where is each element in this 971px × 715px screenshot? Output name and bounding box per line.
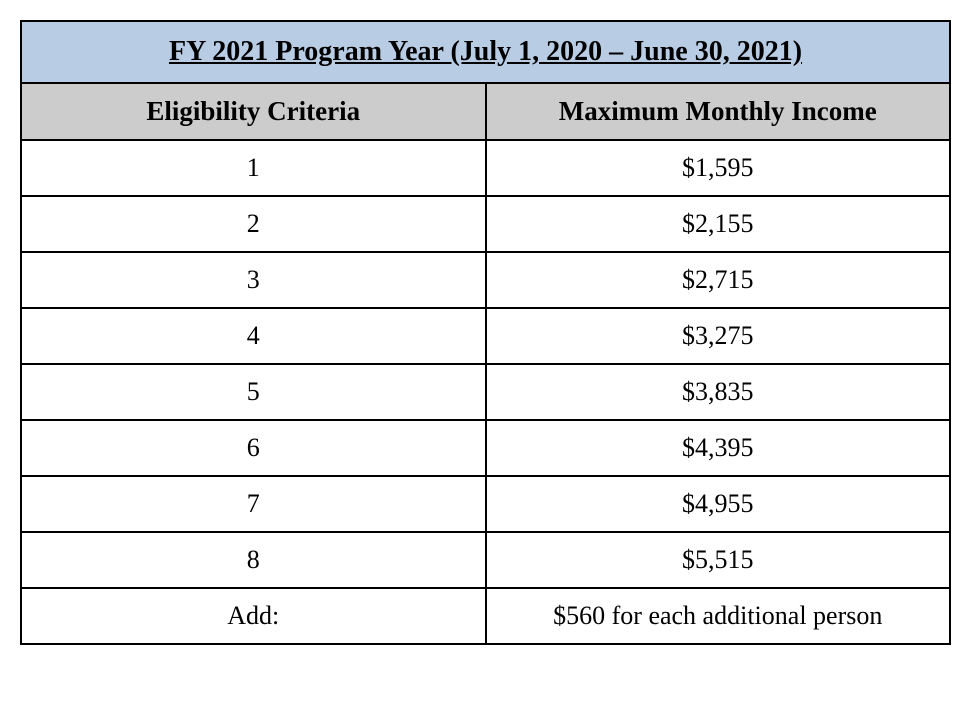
table-row: 6$4,395 (22, 421, 949, 477)
cell-criteria: 5 (22, 365, 487, 419)
table-row: 3$2,715 (22, 253, 949, 309)
cell-criteria: 8 (22, 533, 487, 587)
cell-income: $560 for each additional person (487, 589, 950, 643)
table-title: FY 2021 Program Year (July 1, 2020 – Jun… (22, 22, 949, 84)
cell-criteria: 3 (22, 253, 487, 307)
column-header-criteria: Eligibility Criteria (22, 84, 487, 139)
table-header-row: Eligibility Criteria Maximum Monthly Inc… (22, 84, 949, 141)
cell-income: $4,955 (487, 477, 950, 531)
cell-criteria: Add: (22, 589, 487, 643)
cell-income: $5,515 (487, 533, 950, 587)
table-body: 1$1,5952$2,1553$2,7154$3,2755$3,8356$4,3… (22, 141, 949, 643)
cell-criteria: 7 (22, 477, 487, 531)
cell-income: $3,275 (487, 309, 950, 363)
table-row: 5$3,835 (22, 365, 949, 421)
table-row: 1$1,595 (22, 141, 949, 197)
cell-criteria: 6 (22, 421, 487, 475)
cell-income: $4,395 (487, 421, 950, 475)
column-header-income: Maximum Monthly Income (487, 84, 950, 139)
cell-income: $3,835 (487, 365, 950, 419)
table-row: 4$3,275 (22, 309, 949, 365)
cell-criteria: 4 (22, 309, 487, 363)
table-row: Add:$560 for each additional person (22, 589, 949, 643)
table-row: 7$4,955 (22, 477, 949, 533)
cell-income: $2,155 (487, 197, 950, 251)
income-table: FY 2021 Program Year (July 1, 2020 – Jun… (20, 20, 951, 645)
cell-income: $1,595 (487, 141, 950, 195)
cell-criteria: 1 (22, 141, 487, 195)
cell-income: $2,715 (487, 253, 950, 307)
table-row: 2$2,155 (22, 197, 949, 253)
table-row: 8$5,515 (22, 533, 949, 589)
cell-criteria: 2 (22, 197, 487, 251)
